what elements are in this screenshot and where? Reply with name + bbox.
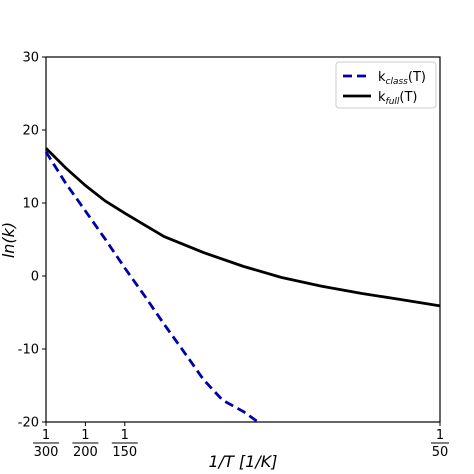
y-tick-label: 0 [31, 270, 39, 285]
series-line-full [45, 147, 441, 308]
y-axis-label: ln(k) [0, 222, 18, 258]
y-tick-label: 20 [22, 124, 39, 139]
x-tick-denominator: 200 [73, 445, 98, 460]
x-axis-label: 1/T [1/K] [209, 452, 278, 471]
x-tick-numerator: 1 [81, 428, 89, 443]
x-tick-numerator: 1 [436, 428, 444, 443]
x-tick-denominator: 50 [432, 445, 449, 460]
series-layer [44, 147, 441, 424]
legend-label-main: k [378, 70, 386, 85]
plot-frame [45, 56, 441, 423]
legend-label-full: kfull(T) [378, 90, 418, 107]
y-tick-label: 10 [22, 197, 39, 212]
legend-label-tail: (T) [399, 90, 417, 105]
legend-label-tail: (T) [408, 70, 426, 85]
y-axis-ticks: -20 -10 0 10 20 30 [18, 51, 46, 431]
legend-label-subscript: full [386, 97, 400, 107]
legend-label-class: kclass(T) [378, 70, 426, 87]
legend-label-subscript: class [386, 77, 409, 87]
x-tick-numerator: 1 [42, 428, 50, 443]
x-tick-denominator: 300 [34, 445, 59, 460]
y-tick-label: -10 [18, 343, 39, 358]
y-tick-label: -20 [18, 416, 39, 431]
legend-label-main: k [378, 90, 386, 105]
legend: kclass(T)kfull(T) [335, 61, 437, 109]
x-tick-denominator: 150 [112, 445, 137, 460]
x-tick-numerator: 1 [121, 428, 129, 443]
series-line-class [44, 151, 259, 424]
y-tick-label: 30 [22, 51, 39, 66]
